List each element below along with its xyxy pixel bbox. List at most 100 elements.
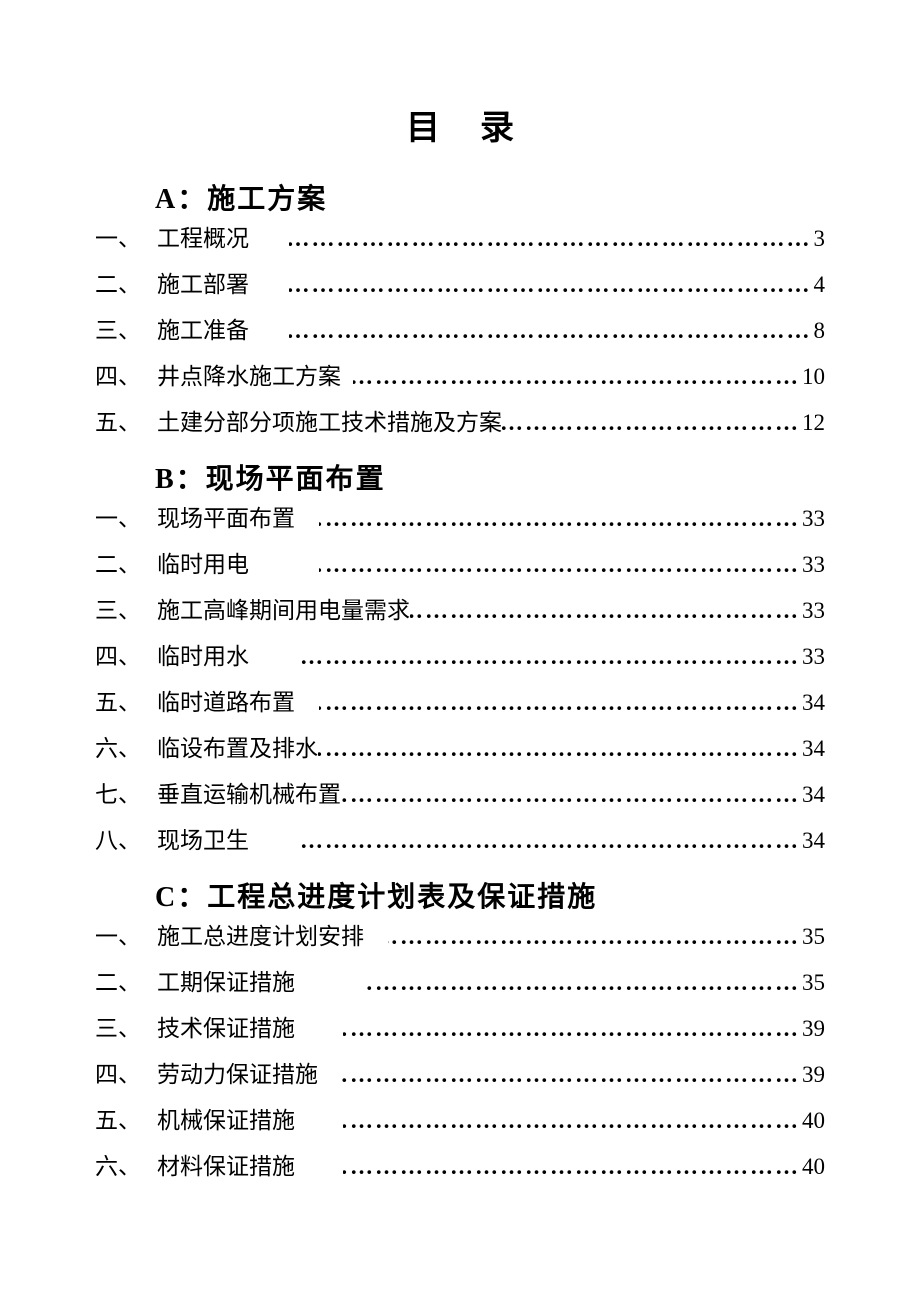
toc-leader-dots: …………………………………………………………………………………………………………… (289, 319, 812, 342)
toc-row: 二、临时用电 …………………………………………………………………………………………… (95, 553, 825, 576)
toc-page-number: 34 (800, 691, 825, 714)
toc-leader-dots: …………………………………………………………………………………………………………… (343, 1109, 800, 1132)
toc-leader-dots: …………………………………………………………………………………………………………… (318, 737, 800, 760)
toc-page-number: 35 (800, 925, 825, 948)
toc-row: 一、工程概况 …………………………………………………………………………………………… (95, 227, 825, 250)
toc-label: 材料保证措施 (157, 1155, 295, 1178)
toc-label: 施工准备 (157, 319, 249, 342)
toc-leader-dots: …………………………………………………………………………………………………………… (319, 507, 800, 530)
toc-page-number: 33 (800, 507, 825, 530)
toc-leader-dots: …………………………………………………………………………………………………………… (319, 691, 800, 714)
section-header: A：施工方案 (155, 177, 825, 217)
toc-page-number: 8 (812, 319, 826, 342)
toc-leader-dots: …………………………………………………………………………………………………………… (502, 411, 800, 434)
toc-label: 施工高峰期间用电量需求 (157, 599, 410, 622)
toc-label: 临时用电 (157, 553, 249, 576)
toc-label: 机械保证措施 (157, 1109, 295, 1132)
toc-leader-dots: …………………………………………………………………………………………………………… (343, 1017, 800, 1040)
toc-number: 一、 (95, 227, 157, 250)
toc-leader-dots: …………………………………………………………………………………………………………… (353, 365, 800, 388)
toc-leader-dots: …………………………………………………………………………………………………………… (297, 829, 800, 852)
toc-leader-dots: …………………………………………………………………………………………………………… (343, 1155, 800, 1178)
toc-page-number: 34 (800, 829, 825, 852)
toc-label: 井点降水施工方案 (157, 365, 341, 388)
toc-row: 四、临时用水 …………………………………………………………………………………………… (95, 645, 825, 668)
toc-page-number: 10 (800, 365, 825, 388)
toc-number: 五、 (95, 691, 157, 714)
toc-page-number: 33 (800, 553, 825, 576)
toc-page-number: 34 (800, 737, 825, 760)
toc-row: 一、现场平面布置 ……………………………………………………………………………………… (95, 507, 825, 530)
toc-number: 六、 (95, 1155, 157, 1178)
toc-row: 八、现场卫生 …………………………………………………………………………………………… (95, 829, 825, 852)
toc-label: 技术保证措施 (157, 1017, 295, 1040)
toc-number: 三、 (95, 1017, 157, 1040)
toc-number: 四、 (95, 365, 157, 388)
toc-number: 八、 (95, 829, 157, 852)
toc-row: 五、临时道路布置 ……………………………………………………………………………………… (95, 691, 825, 714)
toc-label: 土建分部分项施工技术措施及方案 (157, 411, 502, 434)
toc-page-number: 33 (800, 645, 825, 668)
toc-leader-dots: …………………………………………………………………………………………………………… (319, 553, 800, 576)
toc-page-number: 35 (800, 971, 825, 994)
section-header: C：工程总进度计划表及保证措施 (155, 875, 825, 915)
toc-page-number: 3 (812, 227, 826, 250)
toc-label: 现场平面布置 (157, 507, 295, 530)
toc-number: 三、 (95, 599, 157, 622)
toc-number: 二、 (95, 971, 157, 994)
toc-label: 劳动力保证措施 (157, 1063, 318, 1086)
toc-label: 工程概况 (157, 227, 249, 250)
toc-label: 工期保证措施 (157, 971, 295, 994)
toc-page-number: 12 (800, 411, 825, 434)
toc-number: 一、 (95, 507, 157, 530)
toc-label: 临时用水 (157, 645, 249, 668)
toc-row: 五、土建分部分项施工技术措施及方案……………………………………………………………… (95, 411, 825, 434)
toc-number: 七、 (95, 783, 157, 806)
toc-label: 现场卫生 (157, 829, 249, 852)
toc-row: 三、技术保证措施 ……………………………………………………………………………………… (95, 1017, 825, 1040)
toc-number: 一、 (95, 925, 157, 948)
toc-page-number: 39 (800, 1063, 825, 1086)
section-header: B：现场平面布置 (155, 457, 825, 497)
toc-number: 三、 (95, 319, 157, 342)
toc-page-number: 39 (800, 1017, 825, 1040)
toc-leader-dots: …………………………………………………………………………………………………………… (388, 925, 800, 948)
toc-label: 垂直运输机械布置 (157, 783, 341, 806)
toc-label: 临时道路布置 (157, 691, 295, 714)
toc-leader-dots: …………………………………………………………………………………………………………… (341, 783, 800, 806)
toc-number: 四、 (95, 1063, 157, 1086)
toc-row: 二、施工部署 …………………………………………………………………………………………… (95, 273, 825, 296)
toc-number: 四、 (95, 645, 157, 668)
toc-leader-dots: …………………………………………………………………………………………………………… (367, 971, 800, 994)
toc-row: 七、垂直运输机械布置………………………………………………………………………………… (95, 783, 825, 806)
toc-leader-dots: …………………………………………………………………………………………………………… (289, 273, 812, 296)
toc-label: 施工总进度计划安排 (157, 925, 364, 948)
toc-leader-dots: …………………………………………………………………………………………………………… (410, 599, 800, 622)
toc-row: 四、井点降水施工方案 ………………………………………………………………………………… (95, 365, 825, 388)
toc-page-number: 4 (812, 273, 826, 296)
toc-number: 二、 (95, 273, 157, 296)
table-of-contents: A：施工方案一、工程概况…………………………………………………………………………… (95, 177, 825, 1178)
toc-label: 施工部署 (157, 273, 249, 296)
toc-row: 六、材料保证措施 ……………………………………………………………………………………… (95, 1155, 825, 1178)
toc-number: 五、 (95, 1109, 157, 1132)
toc-page-number: 40 (800, 1109, 825, 1132)
toc-row: 二、工期保证措施 ……………………………………………………………………………………… (95, 971, 825, 994)
toc-page-number: 34 (800, 783, 825, 806)
toc-number: 二、 (95, 553, 157, 576)
toc-row: 三、施工准备 …………………………………………………………………………………………… (95, 319, 825, 342)
toc-label: 临设布置及排水 (157, 737, 318, 760)
toc-page-number: 40 (800, 1155, 825, 1178)
toc-row: 四、劳动力保证措施 …………………………………………………………………………………… (95, 1063, 825, 1086)
toc-page-number: 33 (800, 599, 825, 622)
toc-row: 一、施工总进度计划安排 ……………………………………………………………………………… (95, 925, 825, 948)
toc-leader-dots: …………………………………………………………………………………………………………… (342, 1063, 800, 1086)
page-title: 目录 (95, 100, 825, 149)
toc-leader-dots: …………………………………………………………………………………………………………… (297, 645, 800, 668)
toc-leader-dots: …………………………………………………………………………………………………………… (289, 227, 812, 250)
toc-row: 六、临设布置及排水…………………………………………………………………………………… (95, 737, 825, 760)
toc-row: 三、施工高峰期间用电量需求………………………………………………………………………… (95, 599, 825, 622)
toc-number: 六、 (95, 737, 157, 760)
toc-row: 五、机械保证措施 ……………………………………………………………………………………… (95, 1109, 825, 1132)
toc-number: 五、 (95, 411, 157, 434)
